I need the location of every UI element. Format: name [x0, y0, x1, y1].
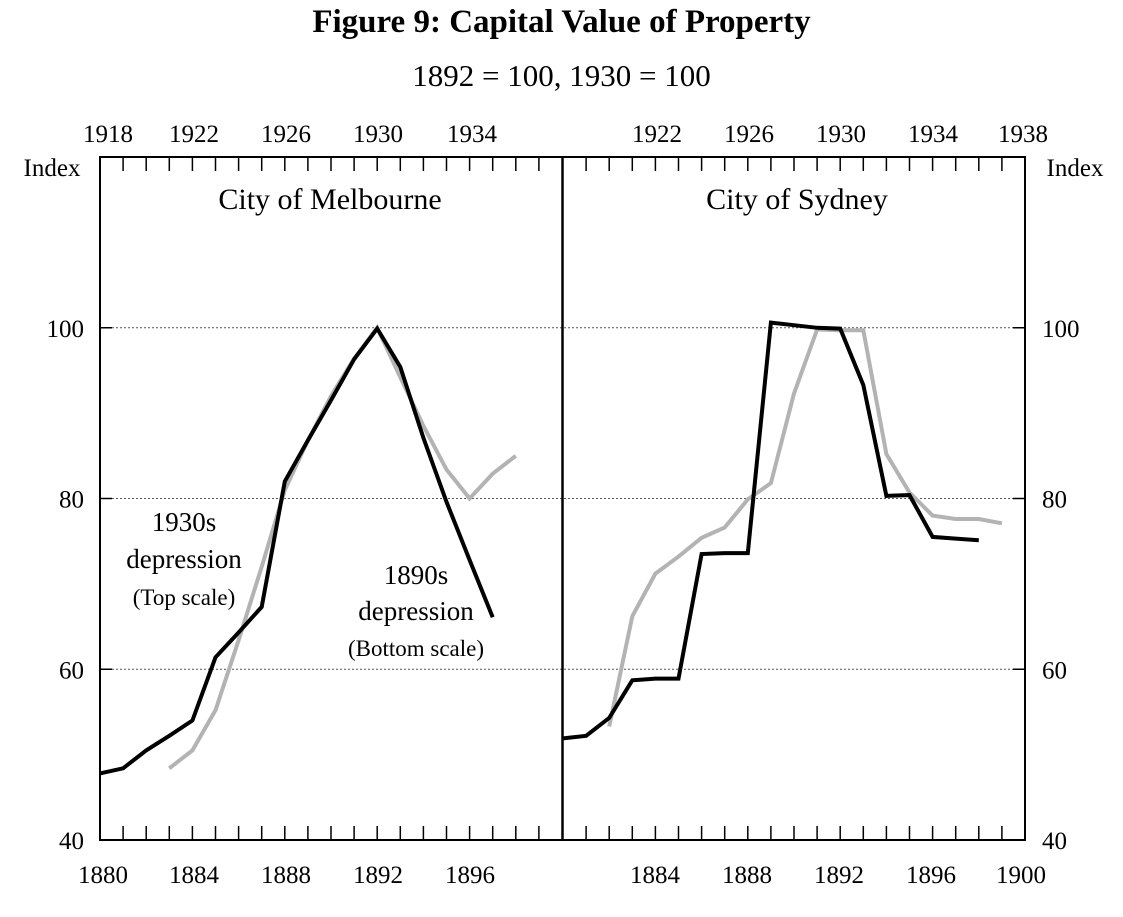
- bottom-tick-label: 1892: [353, 862, 403, 889]
- series-line-sydney-1890s: [562, 320, 979, 741]
- top-tick-label: 1918: [83, 121, 133, 148]
- top-tick-label: 1926: [724, 121, 774, 148]
- top-tick-label: 1926: [261, 121, 311, 148]
- bottom-tick-label: 1888: [722, 862, 772, 889]
- bottom-tick-label: 1892: [814, 862, 864, 889]
- figure-subtitle: 1892 = 100, 1930 = 100: [412, 58, 711, 93]
- annotation-1890s-line1: 1890s: [384, 560, 449, 590]
- top-tick-label: 1922: [632, 121, 682, 148]
- bottom-tick-label: 1884: [169, 862, 220, 889]
- top-tick-label: 1922: [169, 121, 219, 148]
- bottom-tick-label: 1896: [445, 862, 495, 889]
- series-lines: [99, 320, 1003, 776]
- annotation-1930s-line1: 1930s: [152, 507, 217, 537]
- y-axis-label-left: Index: [24, 155, 81, 182]
- top-tick-label: 1934: [447, 121, 498, 148]
- y-tick-label-right: 40: [1042, 828, 1067, 855]
- figure-title: Figure 9: Capital Value of Property: [312, 4, 811, 40]
- top-axis-labels: 1918 1922 1926 1930 1934 1922 1926 1930 …: [83, 121, 1048, 148]
- annotation-1890s-line2: depression: [358, 596, 474, 626]
- annotation-1930s-line2: depression: [126, 544, 242, 574]
- series-line-sydney-1930s: [607, 327, 1003, 727]
- bottom-tick-label: 1896: [906, 862, 956, 889]
- y-tick-labels-left: 40 60 80 100: [47, 316, 85, 855]
- top-tick-label: 1930: [353, 121, 403, 148]
- bottom-axis-labels: 1880 1884 1888 1892 1896 1884 1888 1892 …: [78, 862, 1046, 889]
- panel-title-melbourne: City of Melbourne: [218, 183, 441, 216]
- plot-frame: [99, 156, 1026, 841]
- series-line-melbourne-1890s: [99, 325, 495, 776]
- annotation-1890s: 1890s depression (Bottom scale): [348, 560, 484, 661]
- y-tick-label-left: 40: [59, 828, 84, 855]
- bottom-tick-label: 1900: [996, 862, 1046, 889]
- bottom-tick-label: 1884: [630, 862, 681, 889]
- y-axis-label-right: Index: [1047, 155, 1104, 182]
- panel-title-sydney: City of Sydney: [706, 183, 888, 216]
- annotation-1930s-scale: (Top scale): [133, 585, 235, 610]
- annotation-1890s-scale: (Bottom scale): [348, 636, 484, 661]
- y-tick-label-right: 80: [1042, 487, 1067, 514]
- top-tick-label: 1938: [998, 121, 1048, 148]
- bottom-tick-label: 1880: [78, 862, 128, 889]
- y-tick-labels-right: 40 60 80 100: [1042, 316, 1080, 855]
- y-tick-label-left: 60: [59, 657, 84, 684]
- top-tick-label: 1930: [816, 121, 866, 148]
- y-tick-label-left: 80: [59, 487, 84, 514]
- y-tick-label-right: 100: [1042, 316, 1080, 343]
- top-tick-label: 1934: [908, 121, 959, 148]
- axis-ticks: [100, 157, 1025, 841]
- y-tick-label-right: 60: [1042, 657, 1067, 684]
- bottom-tick-label: 1888: [261, 862, 311, 889]
- annotation-1930s: 1930s depression (Top scale): [126, 507, 242, 610]
- y-tick-label-left: 100: [47, 316, 85, 343]
